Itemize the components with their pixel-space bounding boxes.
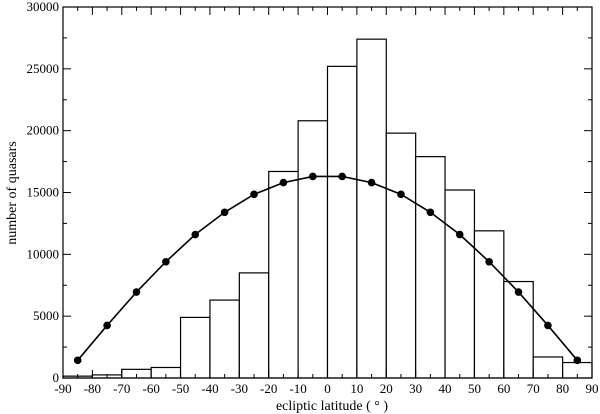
x-axis-title: ecliptic latitude ( ° ) (276, 399, 388, 414)
x-tick-label: 90 (586, 381, 599, 396)
x-tick-label: -50 (172, 381, 189, 396)
curve-point (103, 321, 111, 330)
histogram-bar (415, 156, 446, 379)
curve-point (573, 356, 582, 365)
x-tick-label: -70 (113, 381, 130, 396)
x-tick-label: -10 (289, 381, 306, 396)
histogram-bar (268, 170, 299, 379)
y-tick-label: 15000 (27, 185, 60, 200)
x-tick-label: 80 (556, 381, 569, 396)
y-tick-label: 20000 (27, 123, 60, 138)
x-tick-label: -40 (201, 381, 218, 396)
histogram-bar (209, 299, 240, 379)
histogram-bar (385, 132, 417, 379)
curve-point (73, 356, 82, 365)
x-tick-label: 10 (350, 381, 363, 396)
x-tick-label: 30 (409, 381, 422, 396)
expected-curve (73, 172, 582, 365)
x-tick-label: 0 (324, 381, 331, 396)
histogram-bar (179, 316, 211, 379)
x-tick-label: -80 (84, 381, 101, 396)
x-tick-label: 70 (527, 381, 540, 396)
curve-point (426, 208, 435, 217)
y-tick-label: 5000 (33, 308, 59, 323)
curve-point (455, 230, 464, 239)
x-tick-label: -30 (231, 381, 248, 396)
curve-point (544, 321, 552, 330)
histogram-bar (503, 280, 534, 379)
curve-line (77, 175, 578, 361)
histogram-bar (473, 230, 505, 379)
curve-point (250, 190, 258, 199)
curve-point (162, 257, 170, 266)
curve-point (220, 208, 229, 217)
x-tick-label: -60 (142, 381, 159, 396)
histogram-bars (62, 38, 593, 379)
x-tick-label: 50 (468, 381, 481, 396)
curve-point (309, 172, 317, 181)
y-tick-label: 10000 (27, 246, 60, 261)
x-tick-label: -20 (260, 381, 277, 396)
curve-point (397, 190, 405, 199)
histogram-bar (326, 65, 358, 379)
histogram-bar (297, 120, 329, 379)
curve-point (485, 257, 493, 266)
x-tick-label: -90 (54, 381, 71, 396)
axes: -90 -80 -70 -60 -50 -40 -30 -20 -10 0 10 20 30 40 50 60… (27, 0, 599, 396)
curve-point (191, 230, 200, 239)
y-tick-label: 30000 (27, 0, 60, 14)
curve-point (279, 178, 288, 187)
histogram-bar (444, 189, 476, 379)
histogram-bar (356, 38, 387, 379)
curve-point (132, 288, 141, 296)
curve-point (338, 172, 346, 181)
x-tick-label: 40 (439, 381, 452, 396)
y-axis-title: number of quasars (5, 141, 20, 244)
x-tick-label: 60 (497, 381, 510, 396)
curve-point (367, 178, 376, 187)
histogram-bar (238, 272, 270, 379)
y-tick-label: 25000 (27, 61, 60, 76)
curve-point (514, 288, 523, 296)
x-tick-label: 20 (380, 381, 393, 396)
y-tick-label: 0 (53, 370, 60, 385)
